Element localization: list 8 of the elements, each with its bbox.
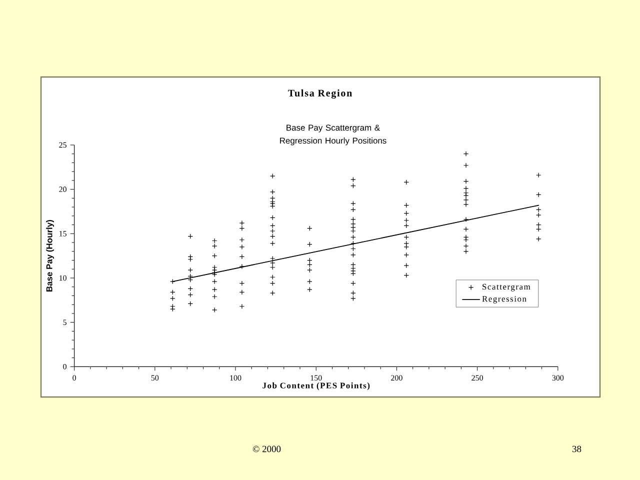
chart-title: Tulsa Region bbox=[288, 89, 352, 99]
text: 38 bbox=[572, 446, 582, 452]
legend-label: Scattergram bbox=[482, 284, 530, 292]
legend-label: Regression bbox=[482, 296, 526, 304]
y-axis-title: Base Pay (Hourly) bbox=[46, 220, 54, 292]
text: © 2000 bbox=[252, 446, 281, 452]
chart-subtitle: Base Pay Scattergram & Regression Hourly Positions bbox=[280, 124, 386, 146]
x-axis-title: Job Content (PES Points) bbox=[262, 382, 370, 390]
